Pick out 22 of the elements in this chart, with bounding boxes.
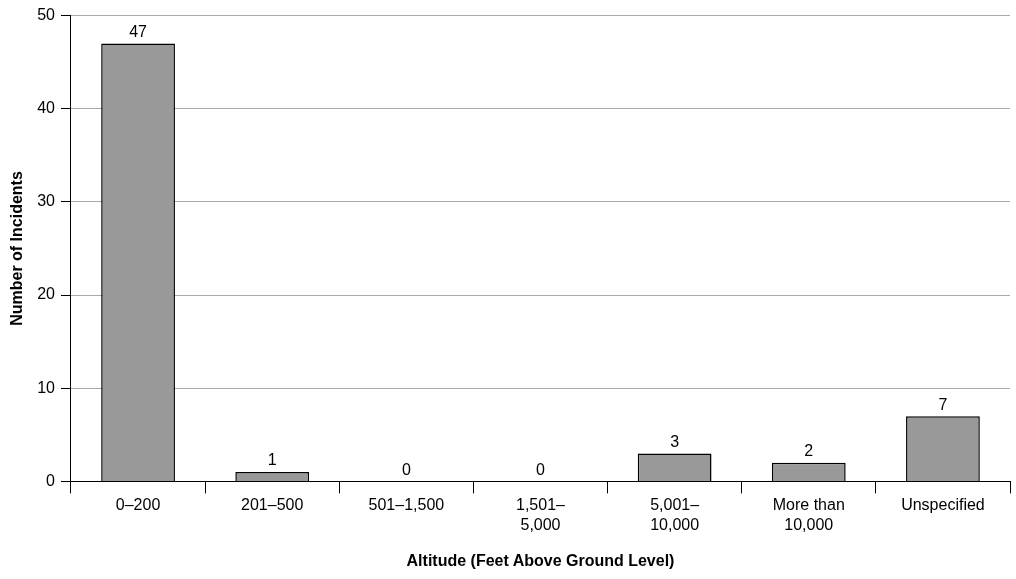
x-tick-label: 5,001– 10,000 bbox=[650, 496, 700, 533]
data-label: 1 bbox=[267, 451, 277, 469]
x-tick-label: 1,501– 5,000 bbox=[516, 496, 566, 533]
x-tick-label: More than 10,000 bbox=[772, 496, 845, 533]
y-tick-label: 20 bbox=[37, 285, 56, 303]
x-tick-label: 501–1,500 bbox=[368, 496, 445, 514]
data-label: 47 bbox=[129, 22, 148, 40]
y-axis-title: Number of Incidents bbox=[8, 171, 26, 326]
y-tick-label: 0 bbox=[46, 471, 56, 489]
y-tick-label: 10 bbox=[37, 378, 56, 396]
y-tick-label: 40 bbox=[37, 99, 56, 117]
data-label: 7 bbox=[938, 395, 948, 413]
data-label: 2 bbox=[804, 442, 814, 460]
x-tick-label: 0–200 bbox=[115, 496, 161, 514]
data-label: 0 bbox=[536, 460, 546, 478]
x-axis-title: Altitude (Feet Above Ground Level) bbox=[406, 551, 675, 569]
data-label: 3 bbox=[670, 432, 680, 450]
x-tick-label: Unspecified bbox=[901, 496, 985, 514]
y-tick-label: 30 bbox=[37, 192, 56, 210]
x-tick-label: 201–500 bbox=[241, 496, 304, 514]
y-tick-label: 50 bbox=[37, 6, 56, 24]
data-label: 0 bbox=[401, 460, 411, 478]
